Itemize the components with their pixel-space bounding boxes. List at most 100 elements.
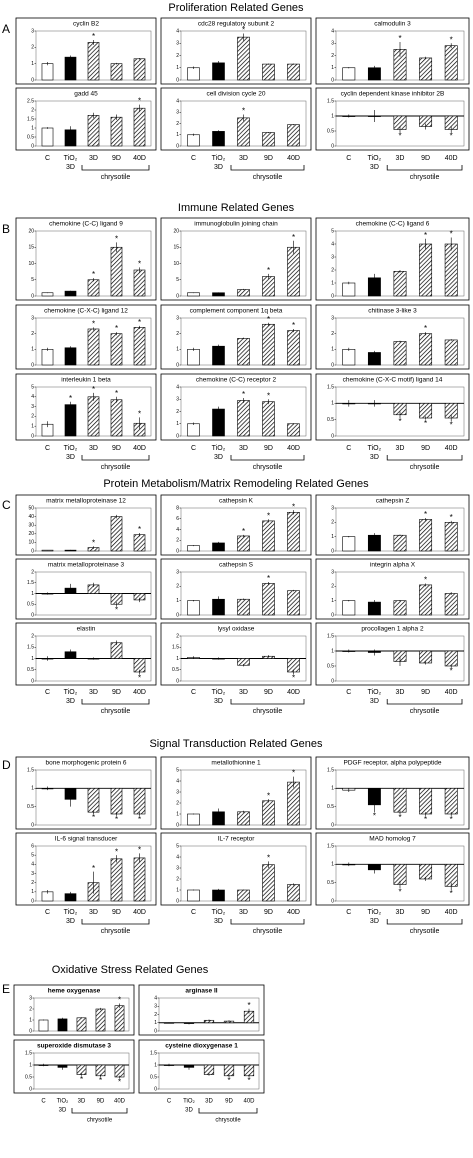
panel-title: chitinase 3-like 3 [368,308,417,315]
x-tick-label: 40D [133,909,146,916]
group-label: chrysotile [101,464,131,471]
y-tick-label: 0 [176,433,179,439]
significance-star: * [292,502,295,511]
y-tick-label: 0 [331,143,334,149]
panel-title: matrix metalloproteinase 3 [48,562,125,569]
panel-border [315,87,470,151]
significance-star: * [69,394,72,403]
y-tick-label: 0 [176,293,179,299]
y-tick-label: 20 [173,228,179,234]
y-tick-label: 4 [176,527,179,533]
significance-star: * [118,996,121,1005]
y-tick-label: 3 [31,871,34,877]
significance-star: * [292,321,295,330]
y-tick-label: 1 [176,887,179,893]
bar [110,788,123,815]
bar [237,338,250,366]
section-letter: C [2,498,11,512]
panel-title: chemokine (C-C) receptor 2 [196,377,277,384]
bar [262,276,275,297]
y-tick-label: 10 [173,261,179,267]
y-tick-label: 1 [29,1017,32,1023]
y-tick-label: 4 [176,28,179,34]
x-tick-label: 9D [264,155,273,162]
section-title: Oxidative Stress Related Genes [52,964,209,976]
y-tick-label: 0 [31,293,34,299]
y-tick-label: 1.5 [27,767,34,773]
bar [76,1064,87,1075]
bar [287,511,300,552]
x-tick-label: C [346,155,351,162]
panel-title: immunoglobulin joining chain [194,221,278,228]
y-tick-label: 0 [31,898,34,904]
y-tick-label: 0.5 [150,1074,157,1080]
y-tick-label: 6 [31,843,34,849]
panel-border [13,984,135,1036]
bar [187,423,200,437]
bar [110,63,123,81]
panel-border [15,17,157,85]
panel-title: cyclin dependent kinase inhibitor 2B [341,91,445,98]
group-bracket [386,165,463,171]
y-tick-label: 5 [176,767,179,773]
y-tick-label: 1 [31,591,34,597]
panel-border [160,832,312,906]
y-tick-label: 0.5 [327,663,334,669]
group-bracket [386,919,463,925]
x-tick-label: C [45,445,50,452]
panel-border [160,373,312,441]
group-bracket [386,455,463,461]
bar [110,246,123,297]
y-tick-label: 2 [176,584,179,590]
group-label: chrysotile [101,928,131,935]
panel-title: calmodulin 3 [374,21,411,28]
significance-star: * [118,1077,121,1086]
bar [212,131,225,147]
bar [133,107,146,147]
y-tick-label: 1 [176,421,179,427]
bar [212,62,225,81]
group-bracket [198,1108,258,1114]
x-tick-label: 3D [396,445,405,452]
bar [287,63,300,81]
bar [262,800,275,826]
x-tick-label: 3D [239,689,248,696]
significance-star: * [247,1076,250,1085]
panel-title: MAD homolog 7 [369,836,416,843]
y-tick-label: 3 [331,315,334,321]
y-tick-label: 2 [31,880,34,886]
y-tick-label: 1.5 [27,645,34,651]
y-tick-label: 0 [31,77,34,83]
panel-title: chemokine (C-C) ligand 9 [49,221,123,228]
y-tick-label: 10 [28,540,34,546]
x-tick-label: TiO₂ [212,445,226,452]
y-tick-label: 2 [176,800,179,806]
panel-title: interleukin 1 beta [61,377,111,384]
bar [393,341,407,366]
section-title: Immune Related Genes [178,202,295,214]
y-tick-label: 3 [176,41,179,47]
y-tick-label: 0 [176,822,179,828]
x-tick-label: 3D [89,445,98,452]
bar [41,292,54,297]
y-tick-label: 1 [176,132,179,138]
bar [133,788,146,815]
bar [419,57,433,81]
bar [64,347,77,366]
significance-star: * [138,260,141,269]
bar [212,292,225,297]
bar [187,889,200,902]
group-label: chrysotile [253,174,283,181]
group-label: chrysotile [215,1118,241,1124]
x-tick-label: C [191,155,196,162]
plot-area [335,845,465,902]
significance-star: * [242,107,245,116]
y-tick-label: 0 [31,612,34,618]
panel-title: cyclin B2 [73,21,99,28]
bar [187,600,200,616]
bar [212,542,225,552]
y-tick-label: 4 [176,854,179,860]
significance-star: * [398,417,401,426]
bar [133,58,146,81]
group-label: chrysotile [101,708,131,715]
